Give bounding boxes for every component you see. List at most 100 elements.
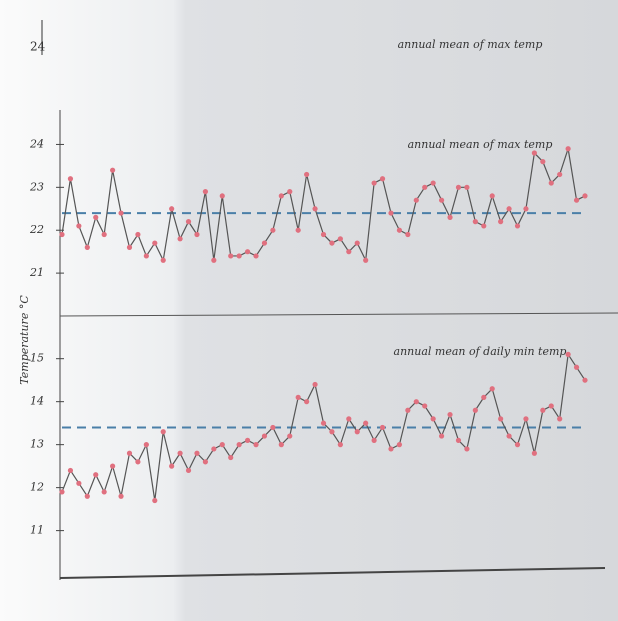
data-point [413, 197, 419, 203]
data-point [320, 231, 327, 238]
y-tick-label: 11 [30, 524, 44, 537]
data-point [169, 463, 175, 469]
data-point [219, 442, 225, 448]
data-point [278, 193, 284, 199]
data-point [498, 416, 504, 422]
data-point [228, 253, 234, 259]
data-point [582, 193, 588, 199]
data-point [202, 459, 209, 465]
data-point [244, 437, 251, 443]
data-point [573, 197, 580, 203]
data-point [379, 176, 386, 182]
data-point [270, 424, 276, 431]
y-tick-label: 22 [29, 223, 44, 236]
data-point [59, 231, 65, 238]
data-point [253, 253, 259, 259]
data-point [565, 351, 571, 357]
data-point [548, 403, 554, 409]
data-point [514, 223, 521, 229]
data-point [295, 394, 301, 400]
data-point [152, 240, 158, 246]
data-point [363, 420, 369, 426]
data-point [169, 206, 175, 212]
chart-title: annual mean of max temp [408, 138, 553, 151]
data-point [481, 394, 487, 400]
data-point [76, 480, 82, 486]
data-point [388, 210, 394, 216]
data-point [110, 167, 116, 173]
data-point [185, 467, 192, 474]
data-point [287, 189, 293, 195]
data-point [438, 197, 445, 203]
data-point [430, 416, 436, 422]
data-point [67, 176, 74, 182]
data-point [270, 227, 276, 233]
data-point [413, 399, 419, 405]
data-point [219, 193, 225, 199]
data-point [498, 219, 504, 225]
data-point [135, 459, 141, 465]
y-tick-label: 13 [30, 438, 44, 451]
data-point [135, 231, 141, 238]
data-point [354, 429, 360, 435]
data-point [354, 240, 360, 246]
data-point [304, 399, 310, 405]
y-tick-label: 12 [30, 481, 44, 494]
y-tick-label: 15 [30, 352, 44, 365]
data-point [337, 442, 343, 448]
data-point [396, 227, 403, 233]
data-point [101, 489, 107, 495]
data-point [506, 206, 512, 212]
y-tick-label: 21 [29, 266, 44, 279]
data-point [548, 180, 554, 186]
data-point [329, 429, 335, 435]
data-point [84, 244, 90, 250]
data-point [110, 463, 116, 469]
data-point [84, 493, 90, 499]
data-point [489, 193, 495, 199]
data-point [531, 150, 537, 156]
data-point [278, 442, 284, 448]
data-point [67, 467, 74, 474]
data-point [430, 180, 436, 186]
data-point [244, 249, 251, 255]
data-point [253, 442, 259, 448]
data-point [118, 210, 124, 216]
data-point [388, 446, 394, 452]
data-point [287, 433, 293, 439]
data-point [143, 253, 149, 259]
data-point [582, 377, 588, 383]
data-point [371, 437, 377, 443]
data-point [76, 223, 82, 229]
data-point [228, 454, 234, 461]
data-point [126, 450, 133, 456]
data-point [194, 231, 200, 238]
data-point [540, 407, 546, 413]
page-label: 24 [30, 40, 46, 54]
data-point [185, 219, 192, 225]
data-point [160, 257, 166, 263]
data-point [312, 206, 318, 212]
data-point [118, 493, 124, 499]
header-note: annual mean of max temp [398, 38, 543, 51]
data-point [194, 450, 200, 456]
chart-title: annual mean of daily min temp [394, 345, 567, 358]
data-point [489, 386, 495, 392]
data-point [202, 189, 209, 195]
data-point [320, 420, 327, 426]
data-point [126, 244, 133, 250]
data-point [422, 184, 428, 190]
data-point [177, 450, 183, 456]
data-point [101, 231, 107, 238]
panel-divider [59, 312, 618, 317]
data-point [396, 442, 403, 448]
y-tick-label: 14 [30, 395, 44, 408]
data-point [455, 184, 462, 190]
data-point [514, 442, 521, 448]
x-axis [59, 567, 606, 579]
data-point [312, 381, 318, 388]
data-point [405, 407, 411, 413]
data-point [573, 364, 580, 370]
